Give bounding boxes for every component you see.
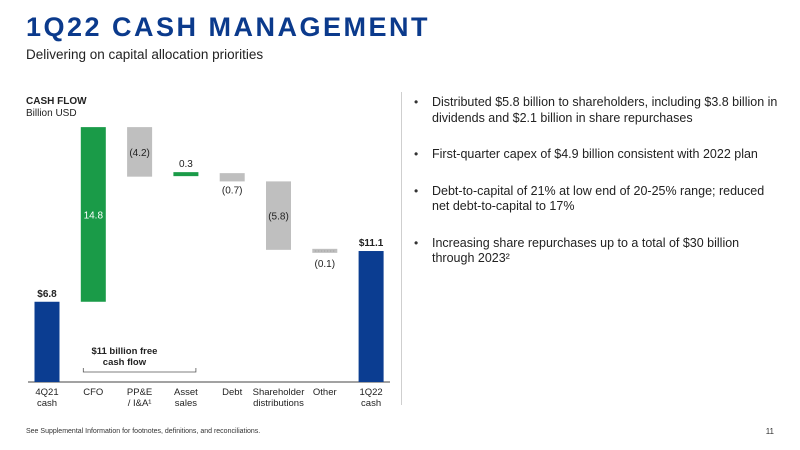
- page-subtitle: Delivering on capital allocation priorit…: [26, 47, 264, 62]
- page-number: 11: [765, 427, 774, 436]
- page-title: 1Q22 CASH MANAGEMENT: [26, 12, 431, 42]
- category-label-7-0: 1Q22: [359, 387, 382, 398]
- data-label-3: 0.3: [179, 159, 193, 170]
- category-label-5-0: Shareholder: [253, 387, 305, 398]
- category-label-2-1: / I&A¹: [128, 398, 152, 409]
- category-label-3-0: Asset: [174, 387, 198, 398]
- bullet-item: Increasing share repurchases up to a tot…: [412, 236, 782, 267]
- bar-5: [266, 181, 291, 250]
- column-divider: [401, 92, 402, 405]
- bar-7: [358, 251, 384, 382]
- category-label-1-0: CFO: [83, 387, 103, 398]
- bullet-item: First-quarter capex of $4.9 billion cons…: [412, 147, 782, 163]
- category-label-0-0: 4Q21: [35, 387, 58, 398]
- data-label-6: (0.1): [315, 259, 336, 270]
- data-label-4: (0.7): [222, 185, 243, 196]
- category-label-5-1: distributions: [253, 398, 304, 409]
- data-label-2: (4.2): [129, 148, 150, 159]
- annotation-line-1: cash flow: [103, 357, 147, 368]
- category-label-6-0: Other: [313, 387, 337, 398]
- chart-unit: Billion USD: [26, 108, 77, 119]
- chart-title: CASH FLOW: [26, 96, 87, 107]
- bar-0: [34, 301, 60, 382]
- bullet-list: Distributed $5.8 billion to shareholders…: [412, 95, 782, 288]
- category-label-3-1: sales: [175, 398, 197, 409]
- footnote: See Supplemental Information for footnot…: [26, 428, 261, 435]
- data-label-0: $6.8: [37, 289, 57, 300]
- bar-1: [80, 127, 106, 302]
- category-label-0-1: cash: [37, 398, 57, 409]
- data-label-7: $11.1: [359, 238, 384, 249]
- bar-3: [173, 172, 199, 177]
- annotation-line-0: $11 billion free: [91, 346, 157, 357]
- bullet-item: Distributed $5.8 billion to shareholders…: [412, 95, 782, 126]
- bar-4: [219, 173, 245, 182]
- data-label-1: 14.8: [84, 210, 104, 221]
- bar-2: [127, 127, 153, 177]
- annotation-bracket: [82, 368, 197, 373]
- category-label-7-1: cash: [361, 398, 381, 409]
- category-label-4-0: Debt: [222, 387, 242, 398]
- category-label-2-0: PP&E: [127, 387, 152, 398]
- bullet-item: Debt-to-capital of 21% at low end of 20-…: [412, 184, 782, 215]
- data-label-5: (5.8): [268, 212, 289, 223]
